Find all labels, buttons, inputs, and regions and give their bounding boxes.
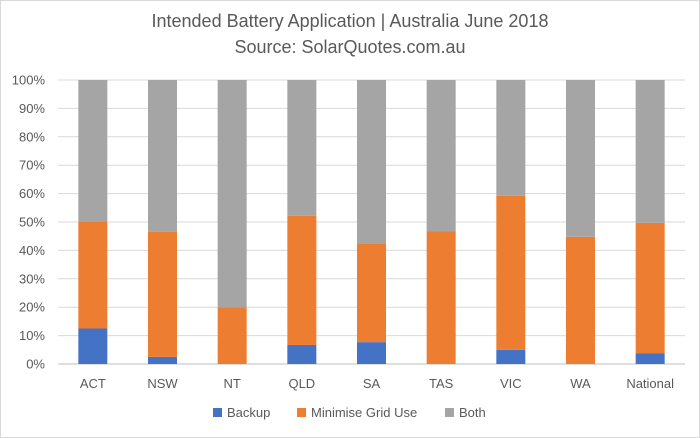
bars (78, 80, 665, 364)
bar-backup-act (78, 328, 108, 364)
bar-both-nsw (148, 80, 177, 232)
bar-both-national (635, 80, 665, 223)
x-axis: ACT NSW NT QLD SA TAS VIC WA National (80, 376, 674, 391)
x-tick-label: QLD (288, 376, 315, 391)
legend-swatch (297, 408, 306, 417)
bar-minimise-grid-use-national (635, 222, 665, 354)
chart-title: Intended Battery Application | Australia… (152, 11, 549, 31)
x-tick-label: WA (570, 376, 591, 391)
y-tick-label: 10% (19, 328, 45, 343)
x-tick-label: NSW (147, 376, 178, 391)
bar-both-qld (287, 80, 317, 216)
bar-minimise-grid-use-sa (357, 243, 386, 343)
x-tick-label: ACT (80, 376, 106, 391)
bar-backup-vic (496, 349, 526, 364)
bar-minimise-grid-use-wa (566, 236, 595, 364)
legend-swatch (213, 408, 222, 417)
bar-both-tas (426, 80, 456, 232)
x-tick-label: SA (363, 376, 381, 391)
bar-both-sa (357, 80, 386, 244)
y-tick-label: 30% (19, 271, 45, 286)
legend-label: Backup (227, 405, 270, 420)
bar-minimise-grid-use-nt (217, 307, 247, 364)
bar-both-wa (566, 80, 595, 237)
y-tick-label: 80% (19, 129, 45, 144)
y-tick-label: 60% (19, 186, 45, 201)
bar-both-nt (217, 80, 247, 308)
bar-both-act (78, 80, 108, 222)
y-tick-label: 100% (12, 73, 46, 88)
x-tick-label: National (626, 376, 674, 391)
bar-backup-national (635, 353, 665, 364)
bar-minimise-grid-use-vic (496, 195, 526, 350)
y-tick-label: 70% (19, 158, 45, 173)
x-tick-label: VIC (500, 376, 522, 391)
y-axis: 0% 10% 20% 30% 40% 50% 60% 70% 80% 90% 100% (12, 73, 46, 372)
y-tick-label: 0% (26, 357, 45, 372)
bar-both-vic (496, 80, 526, 196)
x-tick-label: TAS (429, 376, 454, 391)
bar-backup-nsw (148, 356, 177, 364)
legend-label: Both (459, 405, 486, 420)
y-tick-label: 50% (19, 215, 45, 230)
x-tick-label: NT (223, 376, 240, 391)
bar-minimise-grid-use-qld (287, 215, 317, 345)
bar-minimise-grid-use-act (78, 222, 108, 329)
bar-minimise-grid-use-tas (426, 231, 456, 364)
bar-backup-sa (357, 342, 386, 364)
legend-label: Minimise Grid Use (311, 405, 417, 420)
y-tick-label: 40% (19, 243, 45, 258)
y-tick-label: 20% (19, 300, 45, 315)
bar-minimise-grid-use-nsw (148, 231, 177, 357)
chart-subtitle: Source: SolarQuotes.com.au (234, 37, 465, 57)
legend-swatch (445, 408, 454, 417)
legend: Backup Minimise Grid Use Both (213, 405, 486, 420)
y-tick-label: 90% (19, 101, 45, 116)
bar-backup-qld (287, 344, 317, 364)
